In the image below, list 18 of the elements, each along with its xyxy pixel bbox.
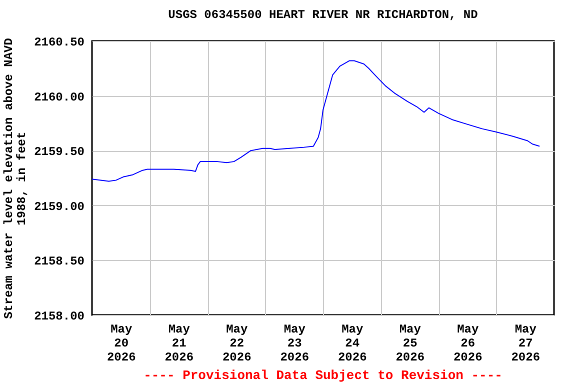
x-tick-label: May 25 2026 (396, 322, 425, 364)
y-tick-label: 2158.00 (34, 310, 84, 324)
x-tick-label: May 20 2026 (106, 322, 136, 364)
y-tick-label: 2160.50 (34, 36, 84, 50)
y-tick-label: 2159.50 (34, 145, 84, 160)
line-series (92, 60, 540, 182)
y-tick-label: 2160.00 (34, 90, 84, 104)
y-tick-label: 2159.00 (34, 200, 84, 214)
x-tick-label: May 22 2026 (222, 322, 252, 364)
x-tick-label: May 21 2026 (164, 322, 194, 364)
x-tick-label: May 23 2026 (280, 322, 310, 364)
text: ---- Provisional Data Subject to Revision ---- (144, 368, 502, 383)
x-tick-label: May 24 2026 (338, 322, 367, 364)
y-axis-title: Stream water level elevation above NAVD 1988, in feet (2, 38, 30, 319)
x-tick-label: May 26 2026 (453, 322, 482, 364)
chart-title: USGS 06345500 HEART RIVER NR RICHARDTON, ND (168, 8, 478, 22)
y-tick-label: 2158.50 (34, 254, 84, 269)
x-tick-label: May 27 2026 (511, 322, 540, 364)
